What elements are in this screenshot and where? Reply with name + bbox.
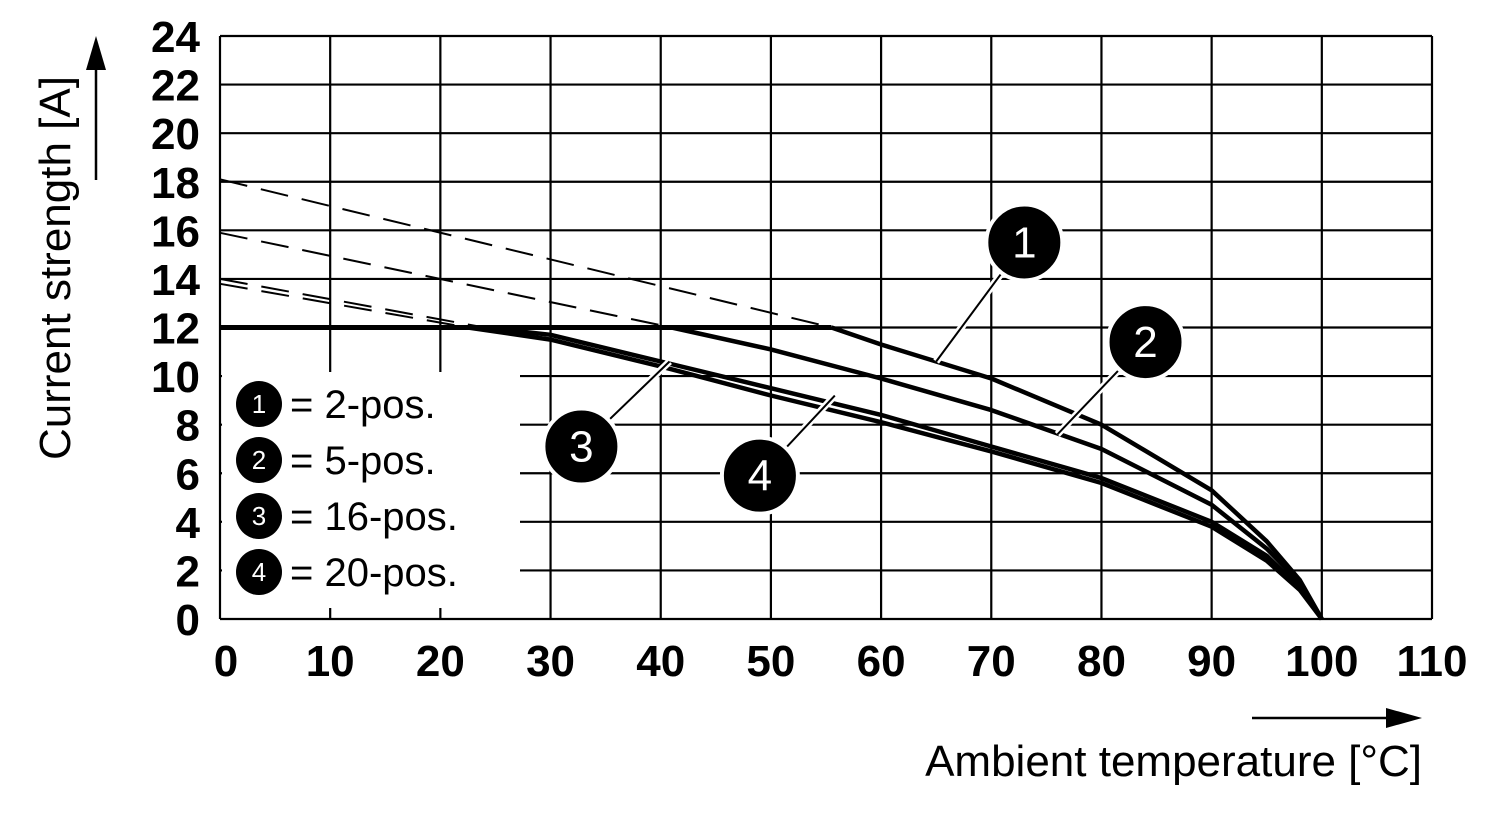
annotations: 1 2 3 4: [541, 202, 1186, 516]
y-tick-label: 24: [151, 13, 200, 62]
callout-number: 4: [748, 452, 772, 501]
legend-item-4: 4 = 20-pos.: [236, 549, 458, 595]
legend-badge-number: 1: [252, 389, 266, 419]
callout-number: 2: [1133, 318, 1157, 367]
x-tick-label: 20: [416, 637, 465, 686]
x-tick-labels: 0 10 20 30 40 50 60 70 80 90 100 110: [214, 637, 1468, 686]
series-1-line: [830, 325, 1324, 621]
legend-label: = 20-pos.: [290, 551, 458, 595]
y-axis-label-group: Current strength [A]: [31, 36, 106, 460]
x-tick-label: 50: [746, 637, 795, 686]
series-2-line: [671, 325, 1324, 621]
callout-4: 4: [719, 393, 838, 516]
legend-label: = 5-pos.: [290, 439, 436, 483]
series-3-line: [484, 325, 1324, 621]
legend-badge-2: [236, 437, 282, 483]
legend-badge-number: 4: [252, 557, 266, 587]
series-3-extrapolation: [219, 277, 485, 329]
callout-number: 1: [1012, 218, 1036, 267]
y-tick-label: 6: [176, 450, 200, 499]
series-4-extrapolation: [219, 282, 469, 329]
y-tick-label: 0: [176, 596, 200, 645]
y-tick-label: 20: [151, 110, 200, 159]
x-tick-label: 90: [1187, 637, 1236, 686]
y-tick-label: 14: [151, 256, 200, 305]
y-tick-label: 2: [176, 547, 200, 596]
y-tick-label: 4: [176, 499, 201, 548]
callout-3: 3: [541, 358, 672, 487]
x-tick-label: 110: [1397, 637, 1468, 686]
x-tick-label: 40: [636, 637, 685, 686]
series-group: [219, 178, 1324, 621]
x-tick-label: 30: [526, 637, 575, 686]
x-tick-label: 10: [306, 637, 355, 686]
x-tick-label: 0: [214, 637, 238, 686]
legend-item-2: 2 = 5-pos.: [236, 437, 436, 483]
y-tick-label: 8: [176, 402, 200, 451]
x-tick-label: 70: [967, 637, 1016, 686]
x-tick-label: 60: [857, 637, 906, 686]
legend: 1 = 2-pos. 2 = 5-pos. 3 = 16-pos. 4 = 20-pos.: [222, 372, 520, 608]
callout-number: 3: [569, 423, 593, 472]
legend-label: = 2-pos.: [290, 383, 436, 427]
y-tick-label: 16: [151, 207, 200, 256]
legend-item-1: 1 = 2-pos.: [236, 381, 436, 427]
x-axis-arrow-head: [1386, 708, 1422, 728]
legend-badge-4: [236, 549, 282, 595]
legend-badge-1: [236, 381, 282, 427]
callout-badge: [719, 435, 800, 516]
series-2-extrapolation: [219, 231, 672, 329]
callout-badge: [1105, 302, 1186, 383]
series-4-line: [467, 325, 1324, 621]
y-axis-label: Current strength [A]: [31, 76, 80, 460]
legend-badge-number: 3: [252, 501, 266, 531]
legend-label: = 16-pos.: [290, 495, 458, 539]
legend-item-3: 3 = 16-pos.: [236, 493, 458, 539]
y-tick-label: 22: [151, 62, 200, 111]
y-tick-label: 18: [151, 159, 200, 208]
y-axis-arrow-head: [86, 36, 106, 70]
callout-badge: [984, 202, 1065, 283]
x-axis-label: Ambient temperature [°C]: [925, 737, 1422, 786]
y-tick-label: 10: [151, 353, 200, 402]
legend-badge-number: 2: [252, 445, 266, 475]
callout-2: 2: [1054, 302, 1186, 437]
x-tick-label: 80: [1077, 637, 1126, 686]
series-1-extrapolation: [219, 178, 832, 329]
x-axis-label-group: Ambient temperature [°C]: [925, 708, 1422, 786]
callout-badge: [541, 406, 622, 487]
legend-badge-3: [236, 493, 282, 539]
callout-1: 1: [933, 202, 1065, 364]
x-tick-label: 100: [1285, 637, 1358, 686]
y-tick-label: 12: [151, 305, 200, 354]
